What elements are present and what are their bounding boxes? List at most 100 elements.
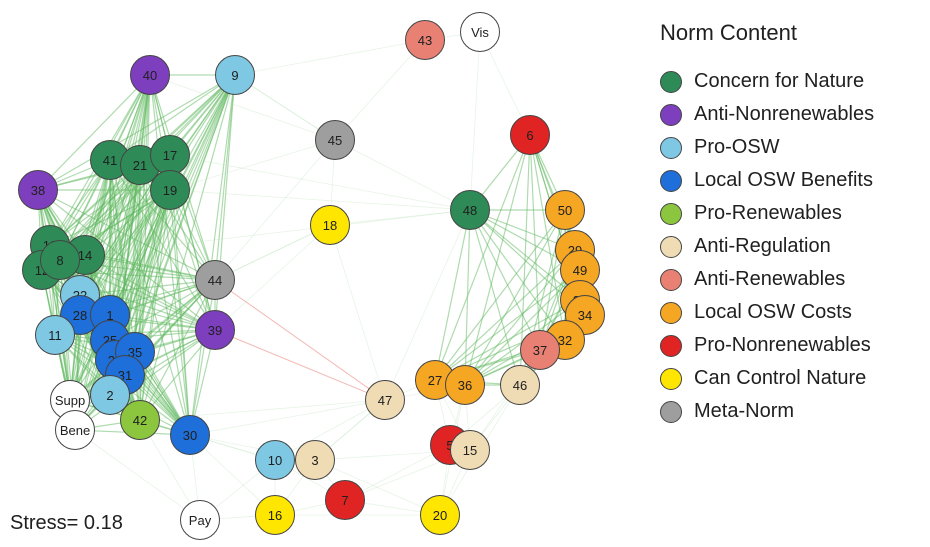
edge	[215, 330, 385, 400]
node-48: 48	[450, 190, 490, 230]
legend-label: Pro-Nonrenewables	[694, 334, 871, 357]
edge	[335, 140, 470, 210]
edge	[215, 280, 385, 400]
node-11: 11	[35, 315, 75, 355]
node-3: 3	[295, 440, 335, 480]
legend-row: Meta-Norm	[660, 400, 910, 423]
edge	[435, 135, 530, 380]
legend-swatch	[660, 104, 682, 126]
node-40: 40	[130, 55, 170, 95]
legend-row: Pro-Renewables	[660, 202, 910, 225]
node-44: 44	[195, 260, 235, 300]
edge	[135, 75, 150, 352]
edge	[330, 225, 385, 400]
node-43: 43	[405, 20, 445, 60]
edge	[465, 210, 470, 385]
node-Pay: Pay	[180, 500, 220, 540]
node-6: 6	[510, 115, 550, 155]
legend-items: Concern for Nature Anti-Nonrenewables Pro-…	[660, 70, 910, 423]
edge	[190, 280, 215, 435]
edge	[470, 32, 480, 210]
legend-row: Pro-OSW	[660, 136, 910, 159]
node-38: 38	[18, 170, 58, 210]
legend-swatch	[660, 302, 682, 324]
node-45: 45	[315, 120, 355, 160]
edge	[110, 165, 140, 315]
edge	[435, 210, 470, 380]
legend: Norm Content Concern for Nature Anti-Nonr…	[660, 20, 910, 433]
legend-row: Concern for Nature	[660, 70, 910, 93]
edge	[80, 165, 140, 295]
legend-label: Local OSW Costs	[694, 301, 852, 324]
legend-swatch	[660, 368, 682, 390]
stress-label: Stress= 0.18	[10, 512, 123, 535]
edge	[470, 210, 565, 340]
legend-swatch	[660, 236, 682, 258]
edge	[135, 165, 140, 352]
node-16: 16	[255, 495, 295, 535]
edge	[170, 190, 190, 435]
edge	[190, 280, 215, 435]
node-18: 18	[310, 205, 350, 245]
legend-row: Anti-Nonrenewables	[660, 103, 910, 126]
legend-swatch	[660, 335, 682, 357]
edge	[215, 75, 235, 280]
legend-label: Anti-Renewables	[694, 268, 845, 291]
node-8: 8	[40, 240, 80, 280]
edge	[470, 210, 520, 385]
legend-row: Pro-Nonrenewables	[660, 334, 910, 357]
edge	[110, 75, 150, 315]
legend-label: Anti-Regulation	[694, 235, 831, 258]
legend-row: Local OSW Benefits	[660, 169, 910, 192]
node-10: 10	[255, 440, 295, 480]
legend-row: Can Control Nature	[660, 367, 910, 390]
edge	[170, 140, 335, 190]
legend-label: Pro-OSW	[694, 136, 780, 159]
node-50: 50	[545, 190, 585, 230]
node-47: 47	[365, 380, 405, 420]
legend-label: Anti-Nonrenewables	[694, 103, 874, 126]
legend-swatch	[660, 170, 682, 192]
edge	[470, 210, 540, 350]
legend-swatch	[660, 401, 682, 423]
edge	[170, 155, 470, 210]
node-Bene: Bene	[55, 410, 95, 450]
legend-row: Anti-Renewables	[660, 268, 910, 291]
node-9: 9	[215, 55, 255, 95]
node-Vis: Vis	[460, 12, 500, 52]
network-graph: Vis4394045641211719384850181314128294944…	[0, 0, 930, 547]
legend-title: Norm Content	[660, 20, 910, 46]
node-20: 20	[420, 495, 460, 535]
edge	[465, 210, 470, 385]
legend-label: Meta-Norm	[694, 400, 794, 423]
legend-swatch	[660, 203, 682, 225]
node-37: 37	[520, 330, 560, 370]
legend-row: Local OSW Costs	[660, 301, 910, 324]
legend-label: Can Control Nature	[694, 367, 866, 390]
legend-row: Anti-Regulation	[660, 235, 910, 258]
edge	[530, 135, 540, 350]
edge	[150, 75, 190, 435]
legend-swatch	[660, 71, 682, 93]
node-17: 17	[150, 135, 190, 175]
edge	[85, 210, 470, 255]
edge	[190, 75, 235, 435]
edge	[190, 400, 385, 435]
node-7: 7	[325, 480, 365, 520]
edge	[140, 400, 385, 420]
edge	[235, 40, 425, 75]
node-36: 36	[445, 365, 485, 405]
edge	[140, 75, 235, 420]
legend-label: Local OSW Benefits	[694, 169, 873, 192]
legend-label: Pro-Renewables	[694, 202, 842, 225]
legend-swatch	[660, 269, 682, 291]
legend-label: Concern for Nature	[694, 70, 864, 93]
node-19: 19	[150, 170, 190, 210]
node-39: 39	[195, 310, 235, 350]
edge	[330, 210, 470, 225]
edge	[190, 280, 215, 435]
edge	[135, 190, 170, 352]
node-42: 42	[120, 400, 160, 440]
node-15: 15	[450, 430, 490, 470]
legend-swatch	[660, 137, 682, 159]
